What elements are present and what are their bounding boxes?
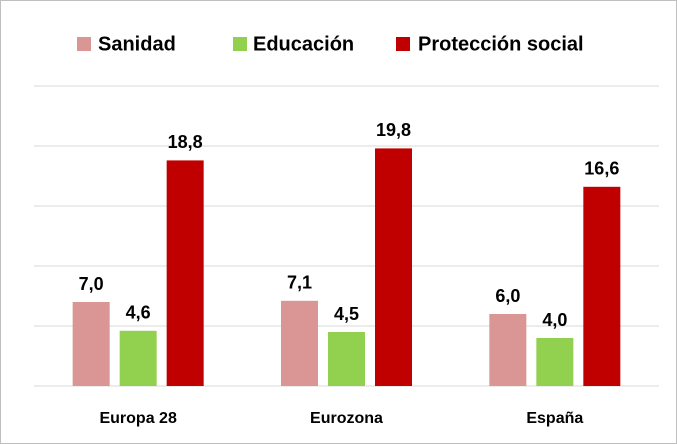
value-label: 7,0 bbox=[79, 274, 104, 294]
bar bbox=[583, 186, 621, 386]
value-label: 16,6 bbox=[584, 159, 619, 179]
legend-label: Educación bbox=[253, 33, 354, 55]
bar bbox=[536, 338, 574, 386]
bar bbox=[119, 330, 157, 386]
value-label: 6,0 bbox=[495, 286, 520, 306]
legend-label: Protección social bbox=[418, 33, 584, 55]
bar bbox=[489, 314, 527, 386]
legend-swatch bbox=[396, 37, 410, 51]
bar bbox=[375, 148, 412, 386]
legend-swatch bbox=[77, 37, 91, 51]
x-tick-label: Europa 28 bbox=[99, 410, 176, 427]
legend-swatch bbox=[233, 37, 247, 51]
bar bbox=[328, 332, 365, 386]
value-label: 18,8 bbox=[168, 132, 203, 152]
bar bbox=[281, 300, 318, 386]
value-label: 19,8 bbox=[376, 120, 411, 140]
value-label: 4,6 bbox=[126, 303, 151, 323]
value-label: 4,0 bbox=[542, 310, 567, 330]
x-tick-label: España bbox=[526, 410, 583, 427]
value-label: 7,1 bbox=[287, 273, 312, 293]
legend-label: Sanidad bbox=[98, 33, 176, 55]
bar bbox=[72, 302, 110, 386]
bar bbox=[166, 160, 204, 386]
value-label: 4,5 bbox=[334, 304, 359, 324]
x-tick-label: Eurozona bbox=[310, 410, 383, 427]
